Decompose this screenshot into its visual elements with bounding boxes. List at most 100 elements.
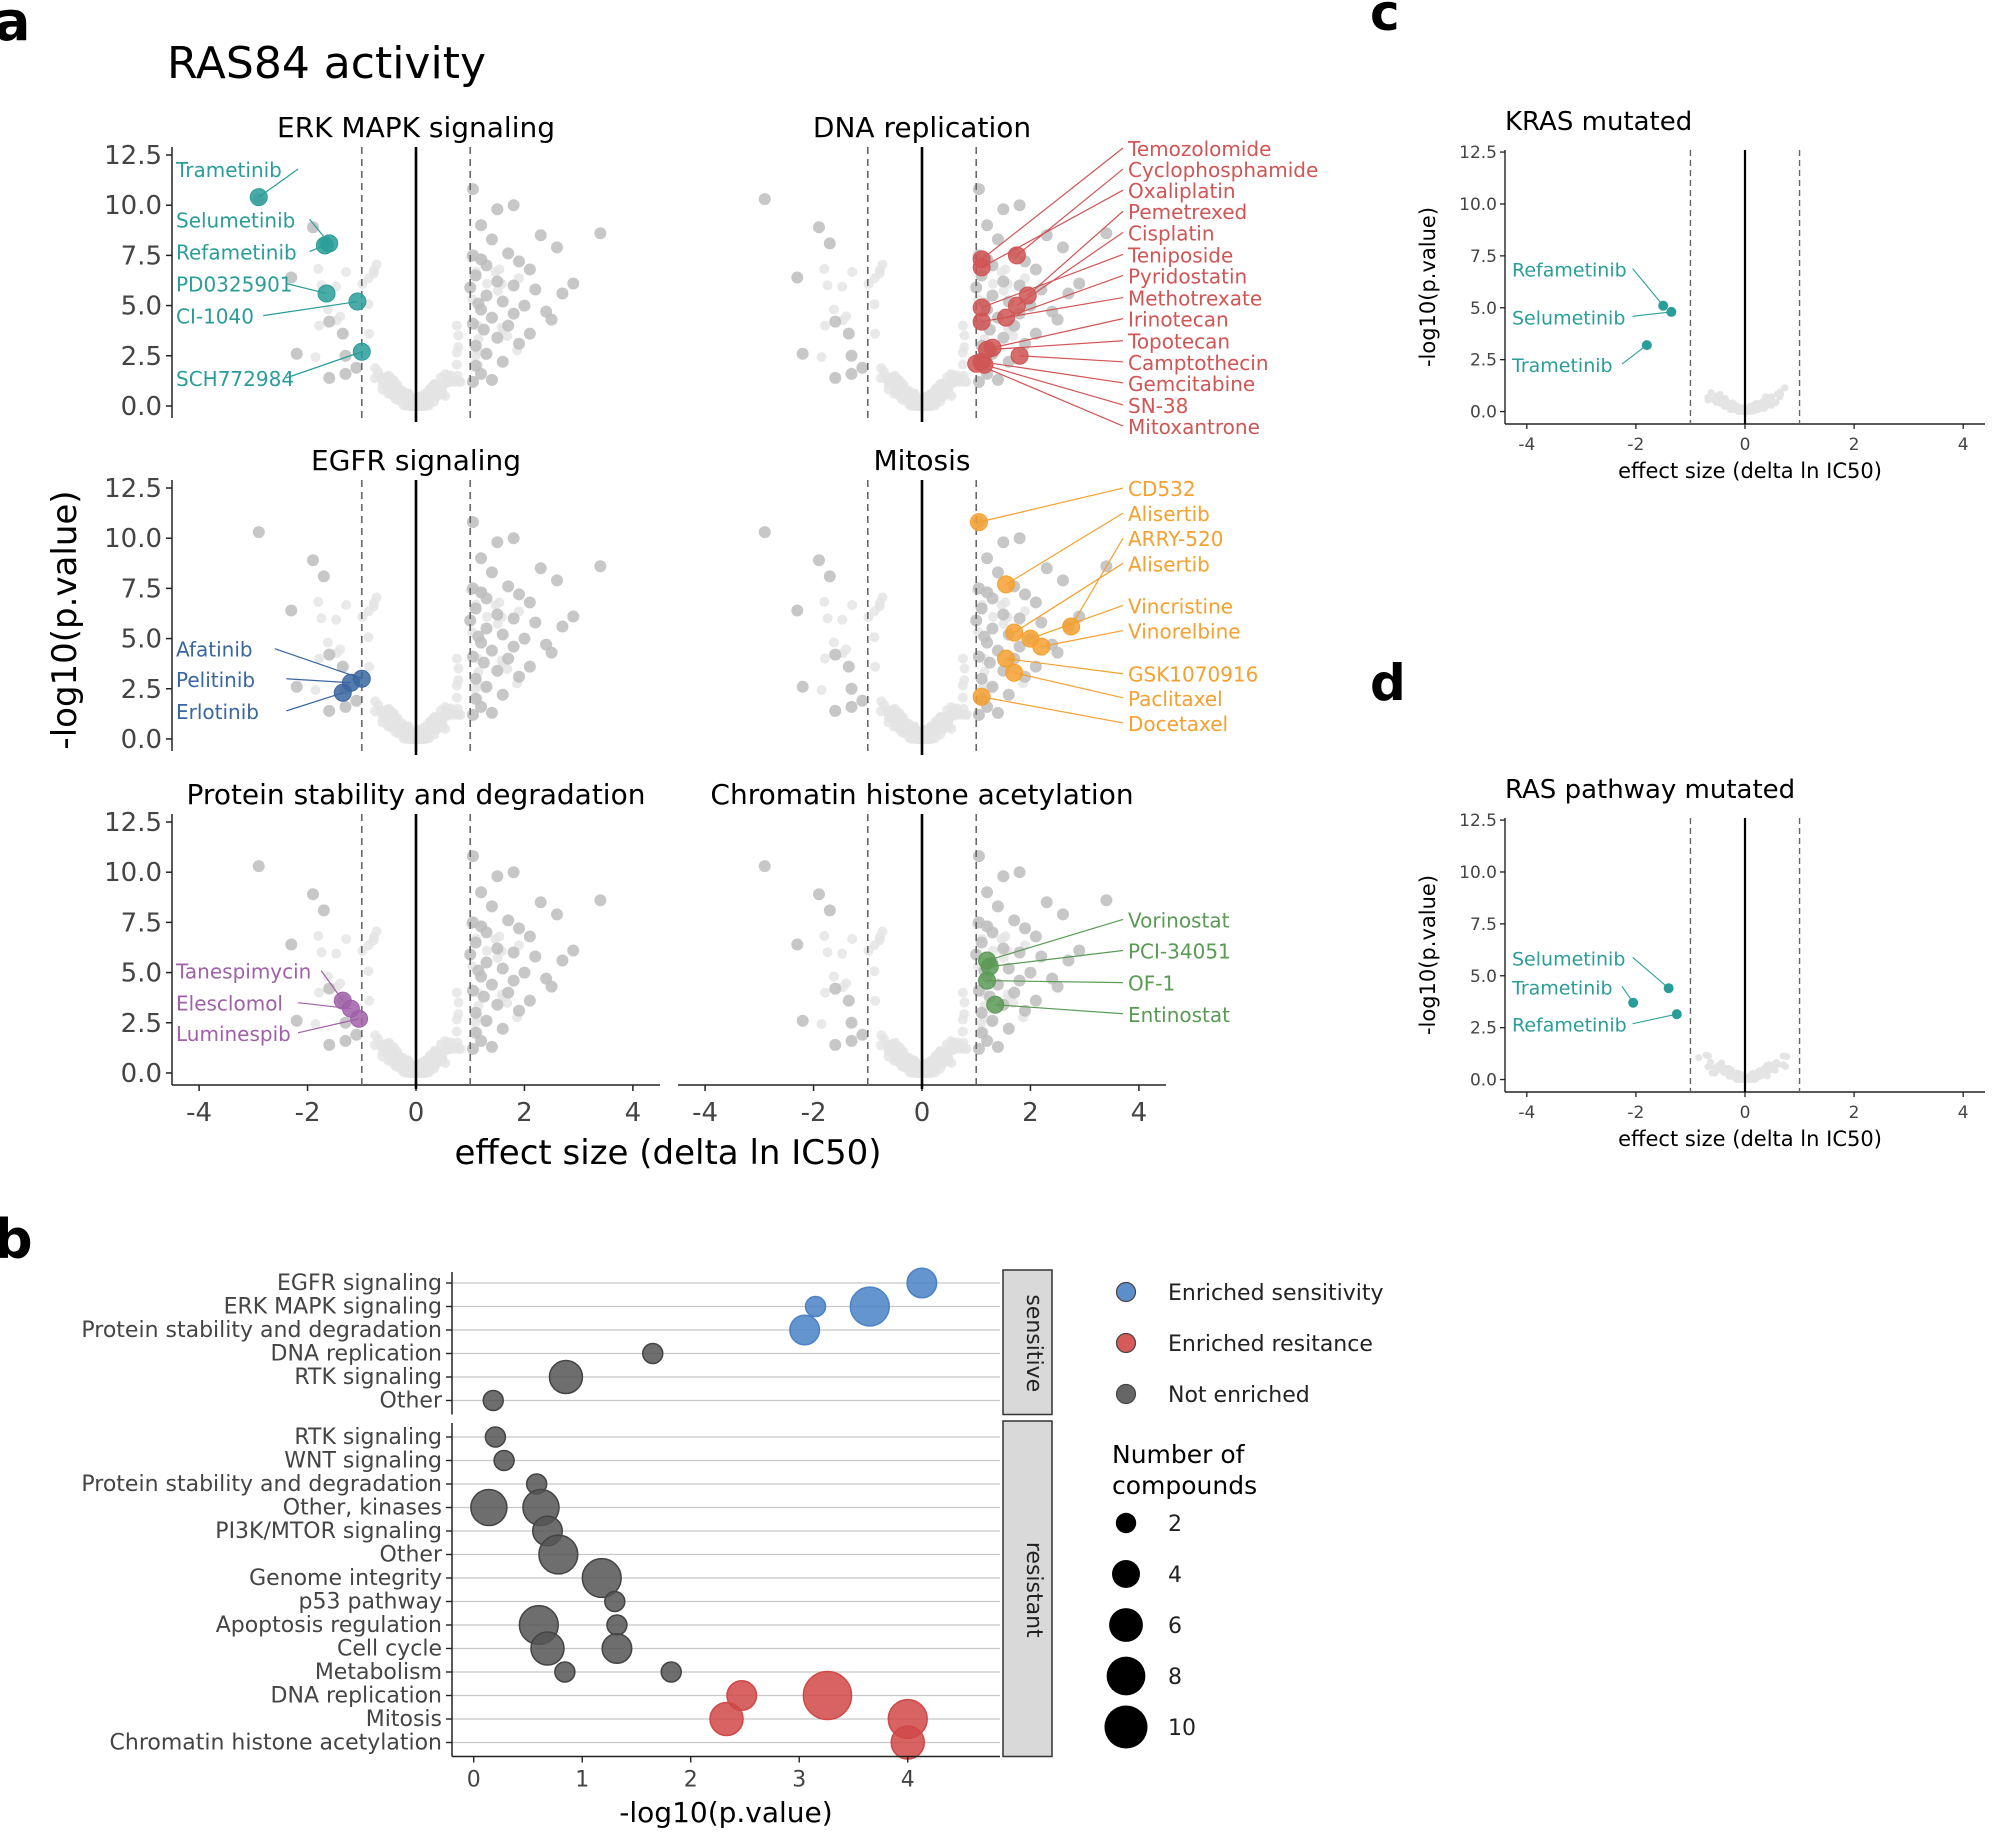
background-point — [998, 618, 1009, 629]
enrichment-dot — [493, 1449, 515, 1472]
significant-point — [1013, 532, 1026, 545]
y-tick-label: 5.0 — [121, 292, 162, 322]
enrichment-dot — [530, 1631, 565, 1666]
background-point — [310, 1019, 321, 1030]
significant-point — [491, 331, 504, 344]
significant-point — [812, 888, 825, 901]
significant-point — [845, 349, 858, 362]
significant-point — [529, 950, 542, 963]
significant-point — [1029, 596, 1042, 609]
background-point — [816, 685, 827, 696]
background-point — [310, 685, 321, 696]
enrichment-dot — [548, 1359, 584, 1395]
significant-point — [567, 610, 580, 623]
background-point — [1781, 384, 1789, 392]
significant-point — [339, 700, 352, 713]
background-point — [869, 966, 880, 977]
significant-point — [502, 914, 515, 927]
significant-point — [1029, 930, 1042, 943]
significant-point — [829, 315, 842, 328]
point-label: Vorinostat — [1128, 908, 1230, 932]
significant-point — [491, 942, 504, 955]
significant-point — [513, 588, 526, 601]
significant-point — [336, 327, 349, 340]
significant-point — [529, 283, 542, 296]
significant-point — [350, 1028, 363, 1041]
background-point — [819, 930, 830, 941]
significant-point — [856, 1028, 869, 1041]
background-point — [437, 385, 448, 396]
significant-point — [1056, 241, 1069, 254]
significant-point — [513, 255, 526, 268]
significant-point — [997, 870, 1010, 883]
background-point — [937, 1058, 948, 1069]
point-label: Oxaliplatin — [1128, 179, 1236, 203]
background-point — [894, 377, 905, 388]
significant-point — [594, 560, 607, 573]
background-point — [335, 644, 346, 655]
background-point — [1773, 1059, 1781, 1067]
y-tick-label: 10.0 — [104, 858, 162, 888]
background-point — [996, 934, 1007, 945]
significant-point — [475, 219, 488, 232]
significant-point — [758, 193, 771, 206]
legend-size-label: 6 — [1168, 1614, 1182, 1639]
subplot-title: Mitosis — [873, 444, 970, 477]
significant-point — [485, 1040, 498, 1053]
significant-point — [469, 1006, 482, 1019]
background-point — [1721, 398, 1729, 406]
background-point — [437, 1052, 448, 1063]
background-point — [870, 995, 881, 1006]
enrichment-dot — [604, 1590, 626, 1613]
label-connector — [263, 300, 358, 317]
significant-point — [1073, 944, 1086, 957]
background-point — [381, 1038, 392, 1049]
background-point — [952, 1037, 963, 1048]
background-point — [341, 933, 352, 944]
enrichment-dot — [726, 1679, 758, 1712]
background-point — [887, 371, 898, 382]
enrichment-dot — [482, 1389, 504, 1412]
x-tick-label: 4 — [1958, 1103, 1969, 1123]
point-label: Luminespib — [176, 1022, 291, 1046]
point-label: Pyridostatin — [1128, 264, 1247, 288]
significant-point — [997, 942, 1010, 955]
background-point — [937, 724, 948, 735]
point-label: Methotrexate — [1128, 287, 1262, 311]
background-point — [1706, 1058, 1714, 1066]
significant-point — [997, 608, 1010, 621]
volcano-subplot: Protein stability and degradation 0.0 2.5 5… — [104, 778, 660, 1128]
significant-point — [1013, 866, 1026, 879]
significant-point — [975, 936, 988, 949]
category-label: Other — [380, 1543, 443, 1568]
significant-point — [469, 602, 482, 615]
point-label: SCH772984 — [176, 367, 294, 391]
legend-size-swatch — [1104, 1705, 1148, 1749]
background-point — [1783, 1053, 1791, 1061]
background-point — [363, 966, 374, 977]
significant-point — [1024, 966, 1037, 979]
significant-point — [469, 936, 482, 949]
background-point — [877, 926, 888, 937]
panel-a-volcano-grid: ERK MAPK signaling 0.0 2.5 5.0 7.5 10.0 12.5 Tr… — [45, 111, 1318, 1173]
significant-point — [350, 694, 363, 707]
background-point — [313, 596, 324, 607]
significant-point — [523, 263, 536, 276]
background-point — [316, 613, 327, 624]
significant-point — [983, 656, 996, 669]
background-point — [943, 385, 954, 396]
background-point — [451, 653, 462, 664]
significant-point — [842, 327, 855, 340]
significant-point — [507, 532, 520, 545]
background-point — [869, 273, 880, 284]
background-point — [492, 285, 503, 296]
point-label: OF-1 — [1128, 972, 1175, 996]
point-label: Gemcitabine — [1128, 372, 1255, 396]
background-point — [490, 600, 501, 611]
background-point — [455, 709, 466, 720]
significant-point — [523, 994, 536, 1007]
background-point — [322, 304, 333, 315]
y-axis-label: -log10(p.value) — [45, 490, 85, 749]
x-tick-label: 2 — [1849, 435, 1860, 455]
facet-strip — [1002, 1420, 1053, 1758]
